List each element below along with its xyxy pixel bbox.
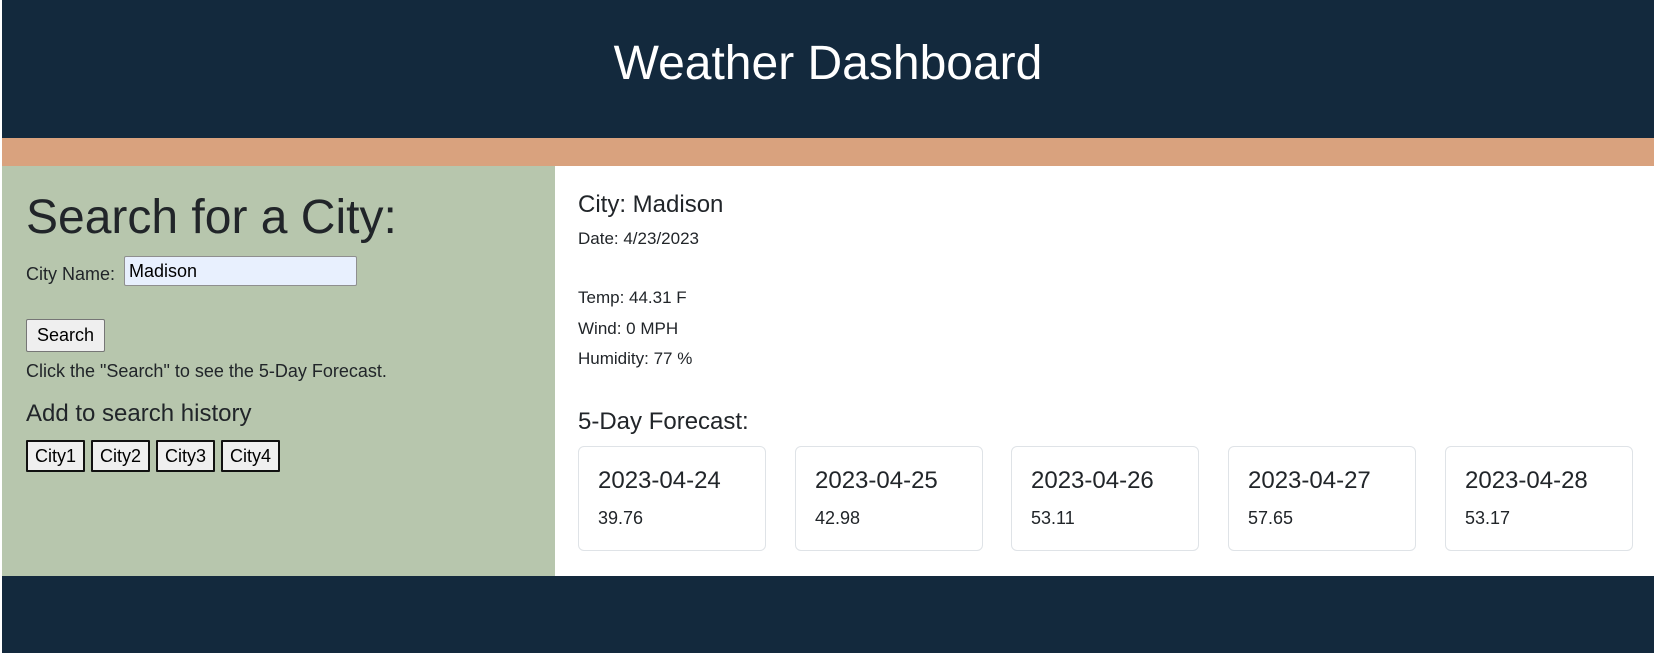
forecast-date: 2023-04-25 bbox=[815, 467, 938, 494]
search-hint: Click the "Search" to see the 5-Day Fore… bbox=[26, 361, 387, 381]
search-button[interactable]: Search bbox=[26, 319, 105, 352]
current-temp: Temp: 44.31 F bbox=[578, 288, 687, 307]
forecast-temp: 57.65 bbox=[1248, 508, 1294, 528]
history-heading: Add to search history bbox=[26, 400, 252, 427]
forecast-date: 2023-04-26 bbox=[1031, 467, 1154, 494]
forecast-card: 2023-04-28 53.17 bbox=[1445, 446, 1633, 551]
left-edge-strip bbox=[0, 0, 2, 653]
forecast-heading: 5-Day Forecast: bbox=[578, 408, 749, 435]
weather-panel: City: Madison Date: 4/23/2023 Temp: 44.3… bbox=[555, 166, 1654, 576]
current-date: Date: 4/23/2023 bbox=[578, 229, 699, 248]
current-wind: Wind: 0 MPH bbox=[578, 319, 679, 338]
search-heading: Search for a City: bbox=[26, 191, 397, 244]
forecast-temp: 53.17 bbox=[1465, 508, 1511, 528]
forecast-card: 2023-04-25 42.98 bbox=[795, 446, 983, 551]
history-button-city4[interactable]: City4 bbox=[221, 440, 281, 472]
forecast-date: 2023-04-27 bbox=[1248, 467, 1371, 494]
page-title: Weather Dashboard bbox=[613, 37, 1043, 90]
city-name-input[interactable] bbox=[124, 256, 357, 286]
history-list: City1 City2 City3 City4 bbox=[26, 440, 281, 472]
forecast-card: 2023-04-24 39.76 bbox=[578, 446, 766, 551]
current-humidity: Humidity: 77 % bbox=[578, 349, 693, 368]
accent-bar bbox=[2, 138, 1654, 166]
forecast-temp: 42.98 bbox=[815, 508, 861, 528]
forecast-card: 2023-04-26 53.11 bbox=[1011, 446, 1199, 551]
history-button-city3[interactable]: City3 bbox=[156, 440, 216, 472]
current-city: City: Madison bbox=[578, 191, 724, 218]
history-button-city1[interactable]: City1 bbox=[26, 440, 86, 472]
search-panel: Search for a City: City Name: Search Cli… bbox=[2, 166, 555, 576]
page-header: Weather Dashboard bbox=[2, 0, 1654, 138]
forecast-card: 2023-04-27 57.65 bbox=[1228, 446, 1416, 551]
history-button-city2[interactable]: City2 bbox=[91, 440, 151, 472]
forecast-temp: 53.11 bbox=[1031, 508, 1075, 528]
forecast-date: 2023-04-28 bbox=[1465, 467, 1588, 494]
city-name-label: City Name: bbox=[26, 264, 116, 284]
forecast-date: 2023-04-24 bbox=[598, 467, 721, 494]
forecast-temp: 39.76 bbox=[598, 508, 644, 528]
